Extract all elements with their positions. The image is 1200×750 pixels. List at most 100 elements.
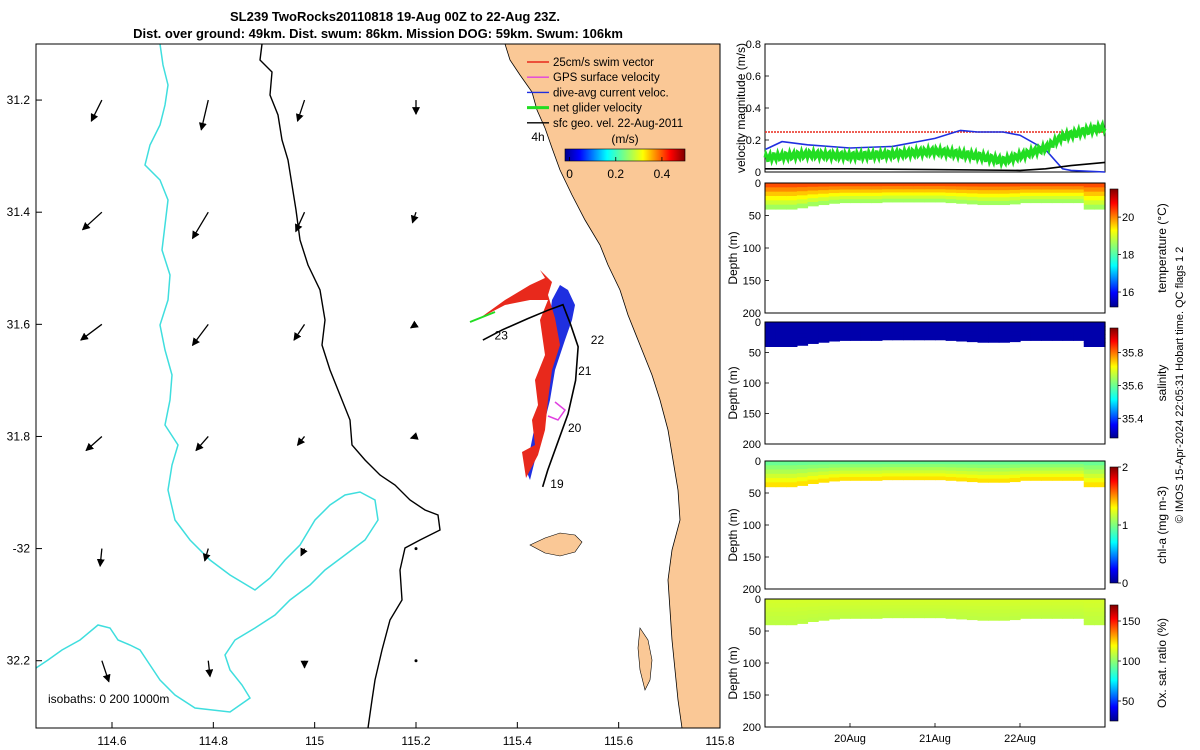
section-cell <box>828 612 840 617</box>
section-cell <box>1094 616 1106 621</box>
section-cell <box>807 325 819 330</box>
map-ytick-label: -32 <box>13 542 31 556</box>
section-cell <box>807 332 819 337</box>
section-cell <box>1083 187 1095 193</box>
section-cell <box>828 477 840 482</box>
geo-vector <box>414 547 418 551</box>
section-panel: 0 50 100 150 200 Depth (m) 50 100 150 Ox. sat. ra… <box>726 594 1169 734</box>
section-cell <box>796 611 809 616</box>
section-cell <box>828 461 840 465</box>
section-cell <box>850 611 862 616</box>
section-cell <box>839 334 851 338</box>
colorbar-tick-label: 0 <box>566 167 573 181</box>
section-cell <box>1062 328 1074 332</box>
section-cell <box>881 476 894 481</box>
section-cell <box>786 200 798 206</box>
section-cell <box>913 608 925 612</box>
section-cell <box>871 464 883 468</box>
velocity-ytick-label: 0.6 <box>746 71 761 83</box>
section-cell <box>977 609 989 614</box>
section-cell <box>1030 189 1042 194</box>
section-cell <box>988 338 1000 343</box>
section-cell <box>1051 464 1064 468</box>
section-cell <box>935 195 947 200</box>
section-cell <box>871 477 883 481</box>
section-cell <box>913 602 925 606</box>
section-cell <box>988 328 1000 333</box>
section-cell <box>892 192 904 197</box>
section-cell <box>988 464 1000 469</box>
section-cell <box>871 608 883 613</box>
section-cell <box>1062 599 1074 603</box>
section-cell <box>924 470 936 474</box>
section-cell <box>765 478 777 483</box>
section-cell <box>1020 608 1032 613</box>
section-cell <box>1051 189 1064 194</box>
section-cell <box>807 329 819 334</box>
section-cell <box>786 196 798 201</box>
section-cell <box>988 602 1000 607</box>
section-cell <box>892 602 904 606</box>
section-cell <box>775 473 787 479</box>
section-cell <box>828 183 840 187</box>
section-cell <box>881 195 894 200</box>
section-cell <box>903 473 915 478</box>
section-cell <box>913 324 925 329</box>
section-cell <box>1041 331 1053 335</box>
section-cell <box>1083 330 1095 335</box>
section-cell <box>903 333 915 338</box>
section-cell <box>977 328 989 333</box>
section-cell <box>1073 473 1085 478</box>
section-cell <box>775 200 787 206</box>
section-cell <box>903 605 915 609</box>
section-cell <box>956 199 968 204</box>
section-cell <box>796 619 809 624</box>
colorbar-ticks: 0 0.2 0.4 <box>566 157 671 181</box>
day-label: 22 <box>591 333 605 347</box>
section-cell <box>796 337 809 342</box>
section-cell <box>1062 470 1074 475</box>
section-cell <box>1073 183 1085 187</box>
section-cell <box>935 333 947 338</box>
isobath-200m <box>259 44 441 728</box>
geo-vector <box>295 99 306 123</box>
geo-vector <box>191 211 209 240</box>
section-cell <box>828 464 840 469</box>
section-cell <box>1062 605 1074 610</box>
section-cell <box>871 186 883 191</box>
section-cell <box>1062 477 1074 481</box>
section-cell <box>1009 186 1021 191</box>
section-cell <box>839 615 851 619</box>
section-cell <box>1062 199 1074 204</box>
section-cell <box>945 186 957 191</box>
section-cell <box>786 461 798 466</box>
section-cell <box>1020 183 1032 187</box>
section-cell <box>1094 322 1106 327</box>
section-cell <box>1020 477 1032 481</box>
section-cell <box>1073 611 1085 616</box>
section-cell <box>892 599 904 603</box>
section-cell <box>881 186 894 190</box>
section-cell <box>1041 470 1053 475</box>
section-cell <box>924 611 936 616</box>
section-colorbar-tick-label: 35.8 <box>1122 348 1143 360</box>
section-cell <box>881 336 894 341</box>
section-cell <box>956 602 968 607</box>
section-cell <box>807 617 819 622</box>
section-cell <box>850 615 862 619</box>
section-cell <box>881 470 894 474</box>
section-cell <box>892 189 904 194</box>
section-cell <box>775 342 787 347</box>
section-cell <box>828 199 840 204</box>
section-cell <box>924 322 936 326</box>
section-cell <box>881 198 894 203</box>
section-cell <box>850 599 862 603</box>
section-cell <box>892 611 904 616</box>
section-cell <box>1062 322 1074 326</box>
section-cell <box>828 196 840 201</box>
section-cell <box>1083 322 1095 327</box>
section-cell <box>839 464 851 468</box>
section-cell <box>1030 199 1042 204</box>
section-cell <box>1051 325 1064 329</box>
velocity-ytick-label: 0.2 <box>746 135 761 147</box>
